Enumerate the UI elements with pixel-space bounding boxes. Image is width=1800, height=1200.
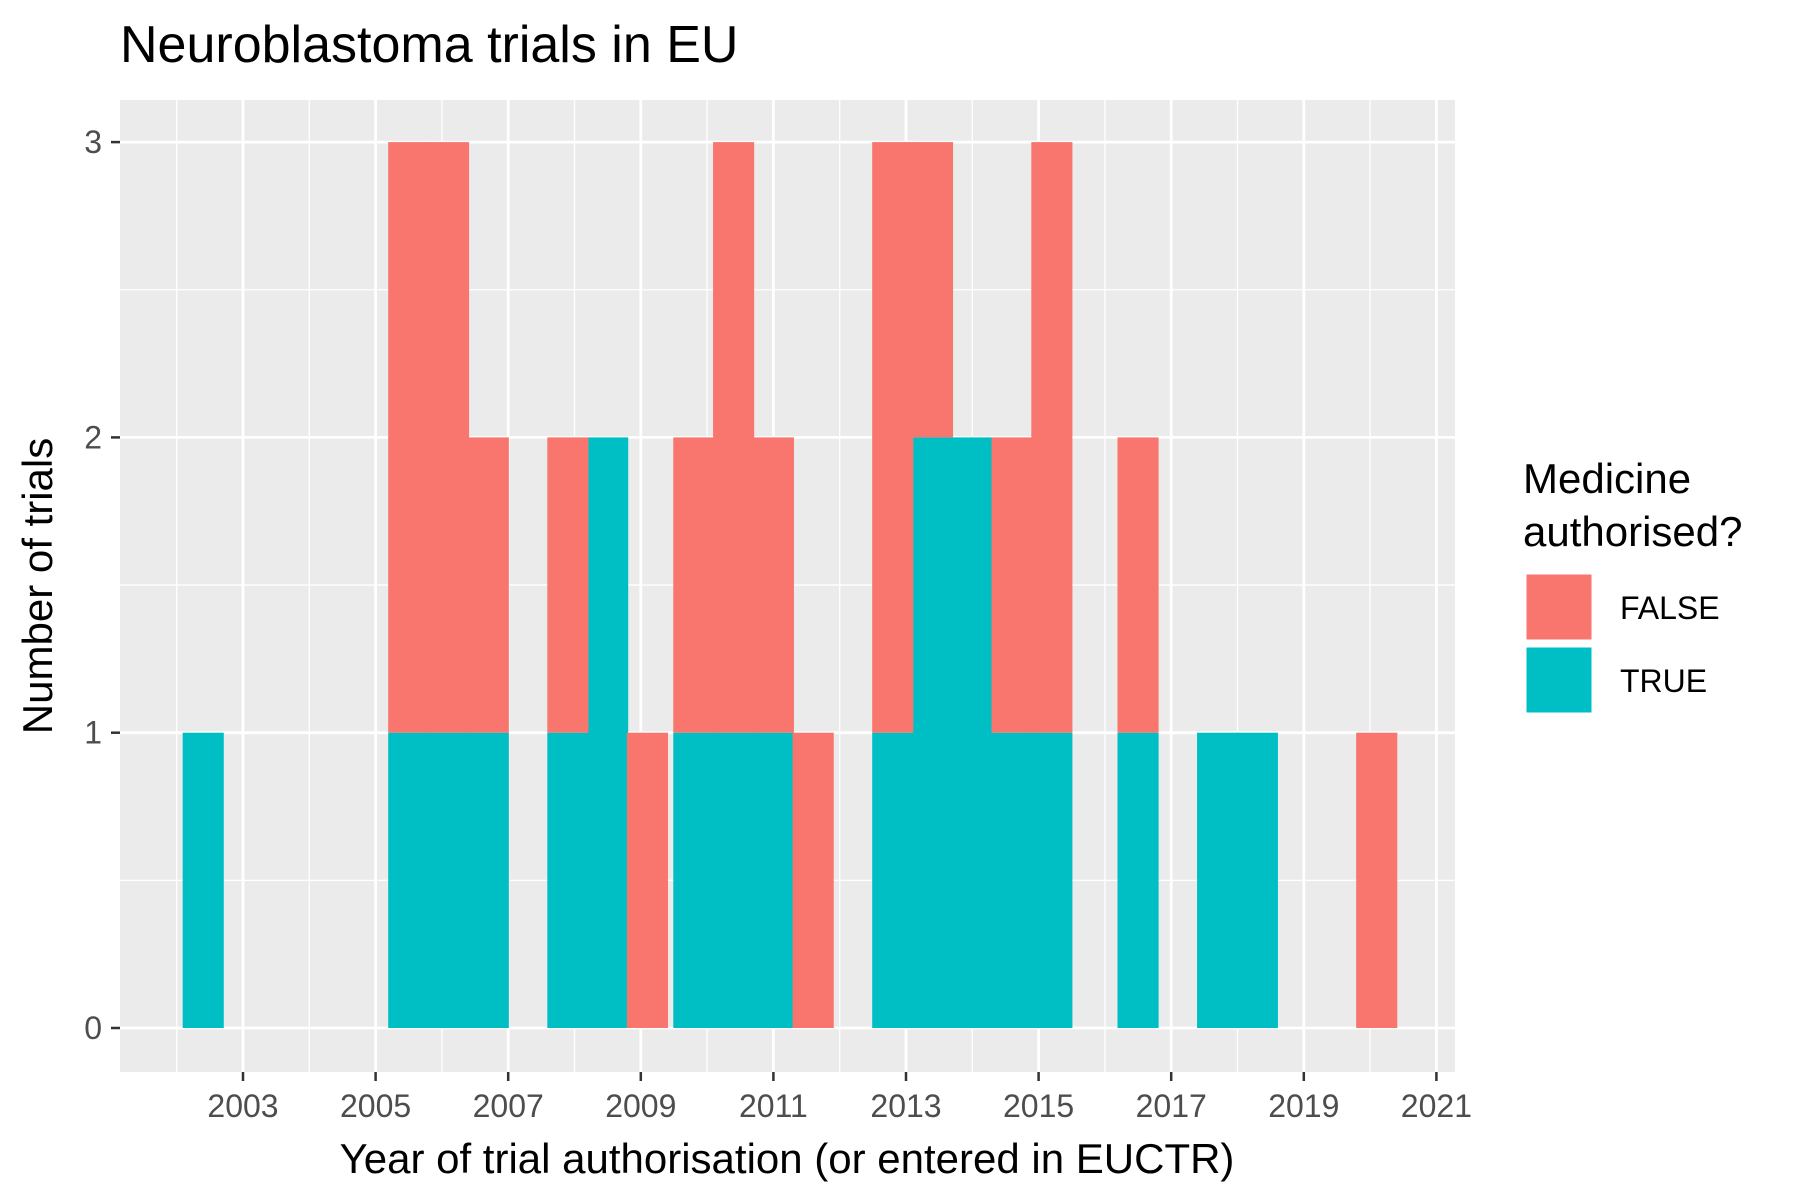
x-tick-label: 2003 xyxy=(207,1088,278,1124)
bar-false xyxy=(427,142,470,733)
bar-false xyxy=(991,437,1033,733)
bars xyxy=(182,142,1398,1028)
bar-true xyxy=(713,732,755,1028)
bar-false xyxy=(713,142,755,733)
bar-true xyxy=(911,437,954,1028)
bar-true xyxy=(991,732,1033,1028)
legend-title-line-1: Medicine xyxy=(1523,455,1691,502)
x-tick-label: 2005 xyxy=(340,1088,411,1124)
legend-key-false xyxy=(1523,571,1595,643)
bar-true xyxy=(1031,732,1073,1028)
legend: Medicine authorised? FALSE TRUE xyxy=(1523,455,1743,716)
bar-true xyxy=(951,437,993,1028)
bar-true xyxy=(872,732,914,1028)
y-tick-label: 3 xyxy=(84,124,102,160)
bar-false xyxy=(388,142,430,733)
x-tick-label: 2013 xyxy=(870,1088,941,1124)
x-tick-label: 2011 xyxy=(739,1088,808,1124)
y-tick-label: 0 xyxy=(84,1010,102,1046)
bar-false xyxy=(911,142,954,438)
bar-false xyxy=(547,437,589,733)
bar-false xyxy=(626,732,668,1028)
bar-false xyxy=(792,732,834,1028)
bar-true xyxy=(467,732,509,1028)
x-tick-label: 2021 xyxy=(1401,1088,1472,1124)
bar-true xyxy=(1117,732,1159,1028)
bar-true xyxy=(427,732,470,1028)
y-axis-title: Number of trials xyxy=(14,438,61,734)
bar-false xyxy=(872,142,914,733)
x-tick-label: 2017 xyxy=(1136,1088,1207,1124)
x-axis: 2003 2005 2007 2009 2011 2013 2015 2017 2019 2021 xyxy=(207,1072,1472,1124)
bar-true xyxy=(1236,732,1278,1028)
bar-false xyxy=(752,437,794,733)
bar-true xyxy=(673,732,715,1028)
bar-false xyxy=(673,437,715,733)
x-tick-label: 2007 xyxy=(473,1088,544,1124)
y-axis: 0 1 2 3 xyxy=(84,124,120,1046)
legend-key-true xyxy=(1523,644,1595,716)
y-tick-label: 2 xyxy=(84,419,102,455)
x-axis-title: Year of trial authorisation (or entered … xyxy=(340,1135,1235,1182)
bar-false xyxy=(467,437,509,733)
x-tick-label: 2009 xyxy=(605,1088,676,1124)
bar-false xyxy=(1031,142,1073,733)
x-tick-label: 2019 xyxy=(1268,1088,1339,1124)
bar-false xyxy=(1356,732,1398,1028)
bar-true xyxy=(182,732,224,1028)
bar-true xyxy=(752,732,794,1028)
bar-true xyxy=(1197,732,1239,1028)
chart-title: Neuroblastoma trials in EU xyxy=(120,16,738,74)
x-tick-label: 2015 xyxy=(1003,1088,1074,1124)
bar-false xyxy=(1117,437,1159,733)
legend-label-false: FALSE xyxy=(1620,590,1720,626)
bar-true xyxy=(587,437,629,1028)
bar-true xyxy=(547,732,589,1028)
bar-true xyxy=(388,732,430,1028)
legend-label-true: TRUE xyxy=(1620,663,1707,699)
y-tick-label: 1 xyxy=(84,715,102,751)
legend-title-line-2: authorised? xyxy=(1523,508,1743,555)
